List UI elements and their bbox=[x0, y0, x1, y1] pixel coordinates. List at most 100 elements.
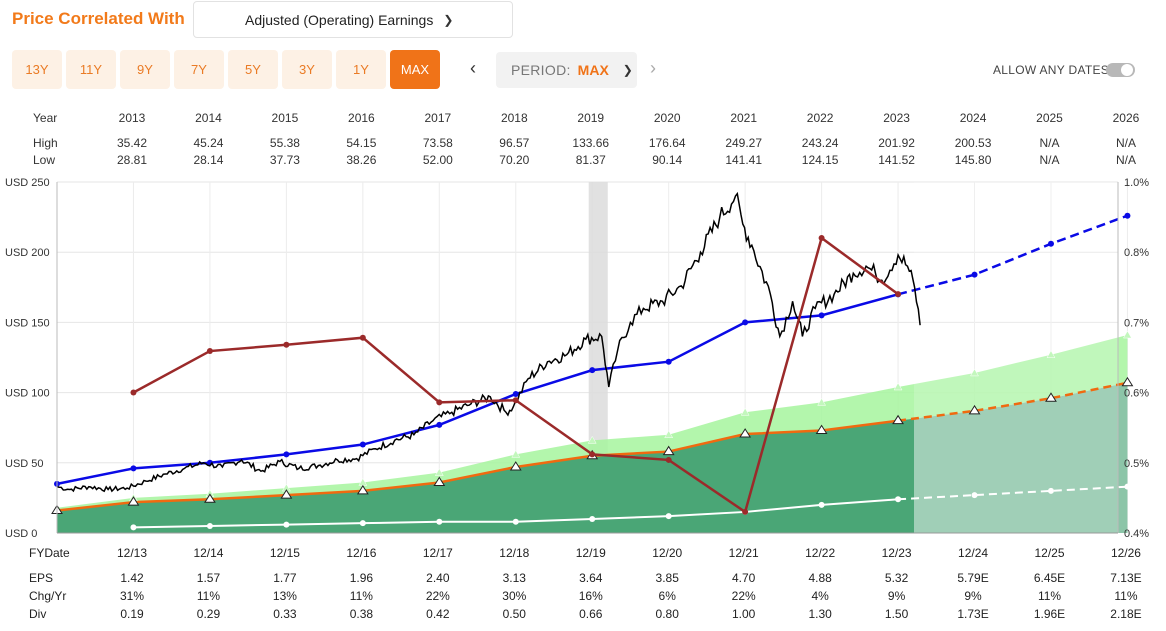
dividend-point bbox=[130, 524, 137, 531]
high-row: High 35.42 45.24 55.38 54.15 73.58 96.57 133.6… bbox=[0, 136, 1166, 152]
normal-pe-point bbox=[512, 391, 519, 398]
eps-cell: 3.64 bbox=[579, 571, 603, 585]
metric-dropdown-label: Adjusted (Operating) Earnings bbox=[245, 11, 434, 28]
chevron-left-icon[interactable]: ‹ bbox=[470, 58, 476, 78]
upper-band-point bbox=[1123, 330, 1132, 339]
dividend-point bbox=[818, 501, 825, 508]
chg-cell: 30% bbox=[502, 589, 527, 603]
upper-band-point bbox=[817, 397, 827, 406]
range-button-9y[interactable]: 9Y bbox=[120, 50, 170, 89]
period-dropdown[interactable]: PERIOD: MAX ❯ bbox=[496, 52, 637, 88]
eps-point bbox=[127, 496, 140, 506]
year-row-label: Year bbox=[33, 111, 58, 125]
metric-dropdown[interactable]: Adjusted (Operating) Earnings ❯ bbox=[193, 1, 513, 38]
low-row: Low 28.81 28.14 37.73 38.26 52.00 70.20 81.37 9… bbox=[0, 153, 1166, 169]
eps-point bbox=[662, 445, 675, 456]
low-cell: N/A bbox=[1039, 153, 1060, 167]
range-button-5y[interactable]: 5Y bbox=[228, 50, 278, 89]
eps-point bbox=[356, 484, 369, 495]
low-cell: 70.20 bbox=[499, 153, 530, 167]
chg-cell: 31% bbox=[119, 589, 145, 603]
period-value: MAX bbox=[577, 62, 609, 78]
div-cell: 0.42 bbox=[426, 607, 450, 621]
dividend-yield-point bbox=[206, 348, 213, 355]
right-axis-tick-label: 1.0% bbox=[1124, 177, 1149, 189]
high-cell: 55.38 bbox=[269, 136, 300, 150]
div-cell: 1.50 bbox=[884, 607, 909, 621]
div-cell: 0.80 bbox=[655, 607, 679, 621]
normal-pe-line-forecast bbox=[897, 214, 1128, 296]
chevron-down-icon: ❯ bbox=[622, 63, 633, 77]
upper-band-point bbox=[358, 477, 368, 486]
dividend-point bbox=[359, 520, 366, 527]
year-cell: 2015 bbox=[271, 111, 299, 125]
normal-pe-point bbox=[818, 312, 825, 319]
high-cell: N/A bbox=[1115, 136, 1136, 150]
div-cell: 1.30 bbox=[808, 607, 832, 621]
dividend-point bbox=[589, 515, 596, 522]
allow-any-dates-toggle[interactable] bbox=[1106, 63, 1135, 77]
normal-pe-line bbox=[56, 293, 899, 486]
range-button-3y[interactable]: 3Y bbox=[282, 50, 332, 89]
chg-cell: 9% bbox=[964, 589, 982, 603]
fy-date-cell: 12/16 bbox=[346, 546, 377, 560]
range-button-11y[interactable]: 11Y bbox=[66, 50, 116, 89]
year-cell: 2021 bbox=[730, 111, 758, 125]
eps-point bbox=[204, 493, 216, 503]
low-cell: 145.80 bbox=[954, 153, 992, 167]
year-cell: 2023 bbox=[883, 111, 910, 125]
range-button-max[interactable]: MAX bbox=[390, 50, 440, 89]
dividend-yield-point bbox=[512, 397, 519, 404]
high-cell: 96.57 bbox=[499, 136, 530, 150]
div-cell: 0.50 bbox=[502, 607, 526, 621]
fy-date-row: FYDate 12/13 12/14 12/15 12/16 12/17 12/18 12/… bbox=[0, 546, 1166, 562]
low-cell: 38.26 bbox=[346, 153, 377, 167]
upper-band-point bbox=[664, 430, 674, 438]
year-cell: 2025 bbox=[1036, 111, 1063, 125]
upper-band-point bbox=[893, 382, 903, 391]
fy-date-cell: 12/24 bbox=[958, 546, 989, 560]
high-cell: 133.66 bbox=[572, 136, 610, 150]
div-cell: 0.38 bbox=[349, 607, 374, 621]
chevron-right-icon[interactable]: › bbox=[650, 58, 656, 78]
div-cell: 0.66 bbox=[579, 607, 603, 621]
right-axis-tick-label: 0.6% bbox=[1124, 388, 1149, 400]
eps-point bbox=[280, 489, 293, 499]
low-cell: 90.14 bbox=[652, 153, 683, 167]
normal-pe-point bbox=[436, 421, 443, 428]
fy-date-label: FYDate bbox=[29, 546, 70, 560]
fy-date-cell: 12/23 bbox=[881, 546, 912, 560]
year-cell: 2024 bbox=[959, 111, 987, 125]
eps-cell: 5.79E bbox=[957, 571, 989, 585]
chg-cell: 11% bbox=[349, 589, 373, 603]
upper-band-point bbox=[740, 407, 750, 416]
range-button-7y[interactable]: 7Y bbox=[174, 50, 224, 89]
allow-any-dates-label: ALLOW ANY DATES bbox=[993, 63, 1110, 77]
dividend-point bbox=[283, 521, 290, 528]
left-axis-tick-label: USD 0 bbox=[5, 528, 37, 540]
div-cell: 0.19 bbox=[120, 607, 144, 621]
eps-cell: 4.70 bbox=[731, 571, 756, 585]
low-cell: 28.14 bbox=[193, 153, 224, 167]
range-button-13y[interactable]: 13Y bbox=[12, 50, 62, 89]
range-button-1y[interactable]: 1Y bbox=[336, 50, 386, 89]
chg-cell: 6% bbox=[658, 589, 676, 603]
dividend-point bbox=[436, 518, 443, 525]
year-cell: 2018 bbox=[500, 111, 528, 125]
eps-cell: 4.88 bbox=[808, 571, 832, 585]
div-cell: 2.18E bbox=[1110, 607, 1142, 621]
high-cell: 200.53 bbox=[954, 136, 992, 150]
chg-cell: 22% bbox=[425, 589, 450, 603]
eps-point bbox=[739, 428, 752, 438]
fy-date-cell: 12/22 bbox=[805, 546, 836, 560]
div-row-label: Div bbox=[29, 607, 47, 621]
left-axis-tick-label: USD 200 bbox=[5, 247, 50, 259]
fy-date-cell: 12/13 bbox=[116, 546, 148, 560]
low-cell: 141.52 bbox=[878, 153, 915, 167]
dividend-point bbox=[206, 522, 213, 529]
year-cell: 2022 bbox=[806, 111, 834, 125]
fy-date-cell: 12/17 bbox=[422, 546, 453, 560]
high-cell: 243.24 bbox=[801, 136, 839, 150]
div-cell: 1.96E bbox=[1033, 607, 1066, 621]
eps-point bbox=[815, 424, 828, 435]
